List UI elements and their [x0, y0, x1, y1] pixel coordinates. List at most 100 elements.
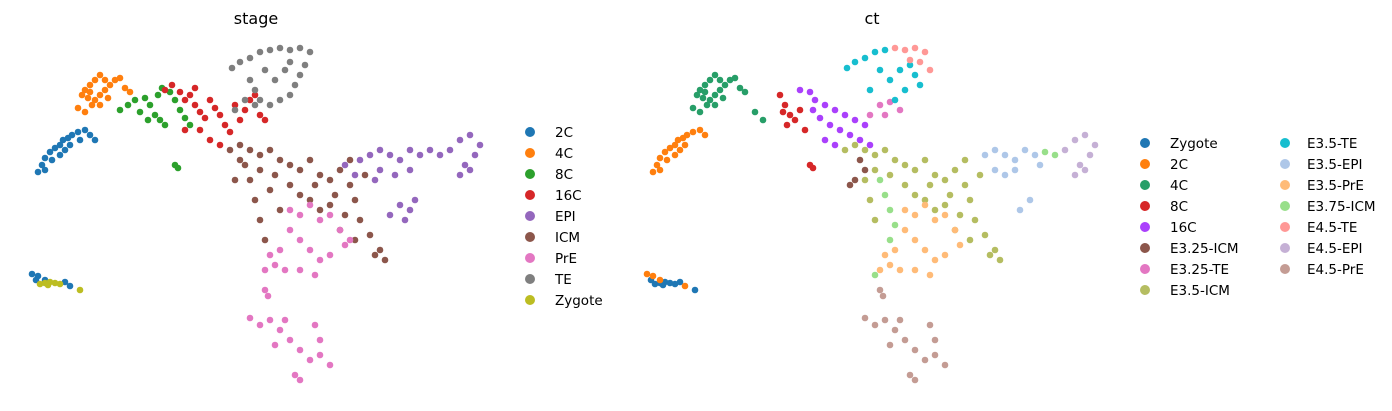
point-16c	[191, 84, 199, 92]
point-4c	[101, 86, 109, 94]
point-pre	[271, 341, 279, 349]
point-e4-5-pre	[911, 376, 919, 384]
point-pre	[261, 266, 269, 274]
legend-marker	[525, 211, 535, 221]
point-pre	[276, 246, 284, 254]
point-4c	[701, 81, 709, 89]
legend-label: 4C	[1170, 178, 1188, 194]
point-te	[231, 106, 239, 114]
point-e3-5-icm	[946, 191, 954, 199]
point-e3-5-te	[906, 61, 914, 69]
point-8c	[166, 88, 174, 96]
point-e3-5-epi	[1016, 206, 1024, 214]
point-te	[296, 44, 304, 52]
point-2c	[666, 144, 674, 152]
point-4c	[696, 108, 704, 116]
point-e4-5-te	[921, 48, 929, 56]
point-icm	[306, 156, 314, 164]
legend-label: EPI	[555, 209, 576, 225]
point-icm	[261, 236, 269, 244]
point-e3-5-epi	[1026, 196, 1034, 204]
point-epi	[386, 151, 394, 159]
point-e3-5-icm	[851, 141, 859, 149]
point-16c	[168, 81, 176, 89]
point-16c	[796, 86, 804, 94]
point-te	[276, 96, 284, 104]
point-e3-5-icm	[966, 196, 974, 204]
point-e3-5-icm	[871, 166, 879, 174]
point-e3-5-te	[851, 58, 859, 66]
point-16c	[251, 91, 259, 99]
point-e3-5-icm	[976, 171, 984, 179]
point-te	[256, 48, 264, 56]
legend-marker	[1280, 159, 1290, 169]
point-pre	[296, 376, 304, 384]
point-16c	[231, 101, 239, 109]
point-e3-5-pre	[911, 236, 919, 244]
point-e3-5-icm	[841, 146, 849, 154]
point-16c	[856, 136, 864, 144]
point-pre	[326, 211, 334, 219]
point-e3-5-te	[911, 71, 919, 79]
point-e4-5-pre	[931, 336, 939, 344]
point-pre	[311, 271, 319, 279]
point-e3-25-te	[866, 111, 874, 119]
point-epi	[416, 151, 424, 159]
point-4c	[741, 88, 749, 96]
point-16c	[811, 96, 819, 104]
point-e4-5-epi	[1061, 146, 1069, 154]
point-pre	[316, 216, 324, 224]
point-zygote	[666, 279, 674, 287]
point-pre	[246, 314, 254, 322]
point-2c	[696, 126, 704, 134]
ct-points	[643, 44, 1099, 384]
point-16c	[181, 126, 189, 134]
point-16c	[256, 111, 264, 119]
legend-marker	[1280, 201, 1290, 211]
point-2c	[656, 166, 664, 174]
point-pre	[316, 336, 324, 344]
point-e4-5-te	[901, 46, 909, 54]
stage-legend: 2C 4C 8C 16C EPI ICM PrE TE Zygote	[525, 125, 603, 309]
legend-item-e3-75-icm: E3.75-ICM	[1280, 199, 1376, 215]
point-e3-5-pre	[911, 211, 919, 219]
point-e3-5-pre	[896, 266, 904, 274]
legend-marker	[1140, 159, 1150, 169]
point-icm	[381, 256, 389, 264]
point-e4-5-pre	[876, 286, 884, 294]
point-pre	[264, 292, 272, 300]
point-te	[266, 46, 274, 54]
point-e3-5-icm	[871, 216, 879, 224]
point-te	[261, 66, 269, 74]
point-pre	[306, 246, 314, 254]
point-8c	[186, 121, 194, 129]
point-te	[246, 54, 254, 62]
point-4c	[126, 88, 134, 96]
point-epi	[351, 171, 359, 179]
point-4c	[711, 71, 719, 79]
point-e4-5-pre	[901, 336, 909, 344]
point-2c	[649, 272, 657, 280]
point-e4-5-pre	[941, 361, 949, 369]
point-4c	[81, 86, 89, 94]
point-4c	[106, 81, 114, 89]
point-4c	[726, 76, 734, 84]
legend-item-e3-5-te: E3.5-TE	[1280, 136, 1357, 152]
point-epi	[396, 156, 404, 164]
point-e3-5-pre	[901, 206, 909, 214]
point-e4-5-pre	[861, 314, 869, 322]
legend-marker	[525, 295, 535, 305]
point-4c	[693, 91, 701, 99]
point-16c	[206, 136, 214, 144]
point-2c	[61, 278, 69, 286]
legend-item-e4-5-epi: E4.5-EPI	[1280, 241, 1363, 257]
point-2c	[671, 141, 679, 149]
point-4c	[696, 86, 704, 94]
legend-marker	[1140, 138, 1150, 148]
legend-label: 4C	[555, 146, 573, 162]
point-epi	[356, 156, 364, 164]
point-e3-5-icm	[956, 211, 964, 219]
legend-label: E3.5-PrE	[1307, 178, 1364, 194]
point-pre	[276, 326, 284, 334]
